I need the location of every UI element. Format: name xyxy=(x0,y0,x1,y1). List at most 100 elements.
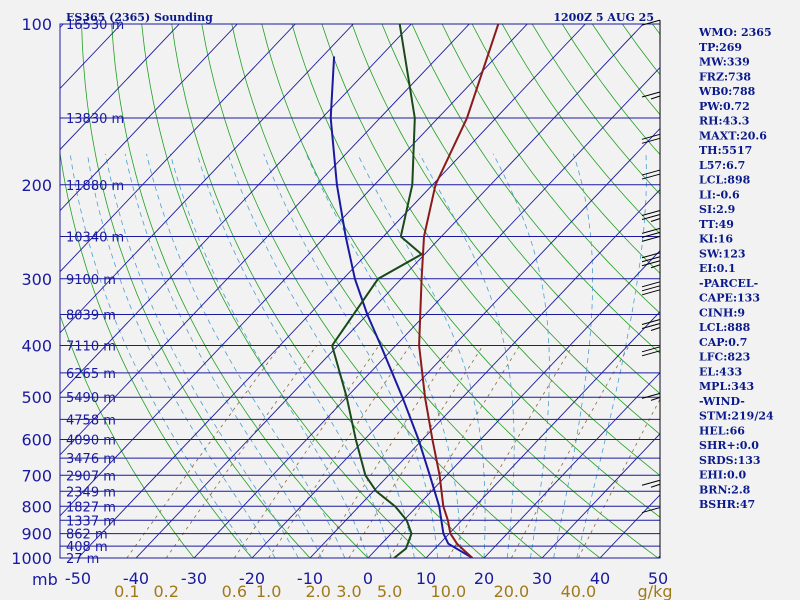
wind-barb xyxy=(641,319,661,346)
wind-barbs xyxy=(641,19,661,558)
moist-adiabat-line xyxy=(169,153,369,558)
stability-index-value: TT:49 xyxy=(699,218,734,231)
isotherm-line xyxy=(60,24,354,334)
wind-barb xyxy=(641,210,661,237)
wind-barb-flag xyxy=(641,260,661,267)
moist-adiabat-line xyxy=(419,153,515,558)
isotherm-line xyxy=(483,372,660,558)
wind-barb xyxy=(641,346,661,373)
isotherm-line xyxy=(425,311,660,558)
height-label: 2349 m xyxy=(66,485,116,500)
mixing-ratio-label: 20.0 xyxy=(494,582,530,600)
temperature-tick-label: -20 xyxy=(239,569,265,588)
stability-index-value: CINH:9 xyxy=(699,306,745,319)
pressure-tick-label: 500 xyxy=(21,388,52,407)
stability-index-value: STM:219/24 xyxy=(699,410,774,423)
wind-barb-half-flag xyxy=(650,264,661,269)
mixing-ratio-label: 0.6 xyxy=(222,582,247,600)
moist-adiabat-line xyxy=(263,153,438,558)
mixing-ratio-label: 0.2 xyxy=(154,582,179,600)
temperature-tick-label: 20 xyxy=(474,569,494,588)
pressure-unit-label: mb xyxy=(32,570,58,589)
pressure-tick-label: 1000 xyxy=(11,549,52,568)
moist-adiabat-line xyxy=(124,153,322,558)
moist-adiabat-line xyxy=(553,153,593,558)
isotherm-line xyxy=(135,24,644,558)
moist-adiabats xyxy=(69,153,647,558)
temperature-tick-label: 30 xyxy=(532,569,552,588)
wind-barb-flag xyxy=(641,252,661,259)
wind-barb-flag xyxy=(641,235,661,242)
wind-barb-flag xyxy=(641,91,661,98)
mixing-ratio-label: 5.0 xyxy=(377,582,402,600)
wind-barb-flag xyxy=(641,19,661,26)
stability-index-value: LCL:898 xyxy=(699,174,751,187)
moist-adiabat-line xyxy=(87,153,276,558)
isotherm-line xyxy=(251,127,660,558)
height-label: 27 m xyxy=(66,552,99,567)
temperature-trace xyxy=(418,24,500,558)
mixing-ratio-unit: g/kg xyxy=(638,582,673,600)
wind-barb-half-flag xyxy=(650,396,661,401)
isotherm-line xyxy=(60,24,470,456)
moist-adiabat-line xyxy=(492,153,550,558)
moist-adiabat-line xyxy=(576,153,647,558)
wind-barb-flag xyxy=(641,137,661,144)
stability-index-value: LFC:823 xyxy=(699,351,750,364)
wind-barb-flag xyxy=(641,392,661,399)
stability-index-value: EL:433 xyxy=(699,365,742,378)
wind-barb-flag xyxy=(641,231,661,238)
temperature-tick-label: -30 xyxy=(181,569,207,588)
wind-barb xyxy=(641,19,661,47)
temperature-tick-label: -10 xyxy=(297,569,323,588)
mixing-ratio-label: 1.0 xyxy=(256,582,281,600)
stability-index-value: -WIND- xyxy=(699,395,745,408)
stability-index-value: MW:339 xyxy=(699,56,750,69)
wind-barb-flag xyxy=(641,479,661,486)
height-label: 862 m xyxy=(66,528,108,543)
stability-index-value: WB0:788 xyxy=(698,85,756,98)
mixing-ratio-label: 2.0 xyxy=(305,582,330,600)
pressure-tick-label: 700 xyxy=(21,466,52,485)
wind-barb xyxy=(641,479,661,507)
wind-barb-flag xyxy=(641,173,661,180)
stability-index-value: MAXT:20.6 xyxy=(699,129,767,142)
wind-barb xyxy=(641,169,661,197)
isotherms xyxy=(60,24,660,558)
wind-barb-flag xyxy=(641,323,661,329)
stability-index-value: CAP:0.7 xyxy=(699,336,747,349)
isotherm-line xyxy=(367,249,660,558)
height-label: 4090 m xyxy=(66,434,116,449)
isotherm-line xyxy=(77,24,586,558)
temperature-tick-label: -50 xyxy=(65,569,91,588)
wind-barb-flag xyxy=(641,210,661,216)
wind-barb-flag xyxy=(641,346,661,353)
wind-barb-flag xyxy=(641,133,661,140)
dewpoint-trace xyxy=(331,24,424,558)
wind-barb-half-flag xyxy=(650,95,661,100)
isotherm-line xyxy=(60,24,528,517)
stability-index-value: TH:5517 xyxy=(699,144,752,157)
isotherm-line xyxy=(193,66,660,558)
temperature-tick-label: 10 xyxy=(416,569,436,588)
temperature-tick-label: 0 xyxy=(363,569,373,588)
stability-index-value: BRN:2.8 xyxy=(699,483,751,496)
mixing-ratio-label: 0.1 xyxy=(114,582,139,600)
stability-index-value: LI:-0.6 xyxy=(699,188,740,201)
pressure-tick-label: 100 xyxy=(21,15,52,34)
moist-adiabat-line xyxy=(105,153,299,558)
stability-index-value: -PARCEL- xyxy=(699,277,758,290)
wind-barb xyxy=(641,252,661,279)
wind-barb xyxy=(641,392,661,420)
stability-index-value: SW:123 xyxy=(699,247,746,260)
wind-barb-flag xyxy=(641,169,661,176)
isotherm-line xyxy=(60,24,412,395)
pressure-tick-label: 900 xyxy=(21,525,52,544)
stability-index-value: HEL:66 xyxy=(699,424,745,437)
wind-barb-half-flag xyxy=(650,327,661,331)
height-label: 13830 m xyxy=(66,112,124,127)
temperature-tick-label: 50 xyxy=(648,569,668,588)
height-label: 1827 m xyxy=(66,500,116,515)
temperature-tick-label: -40 xyxy=(123,569,149,588)
